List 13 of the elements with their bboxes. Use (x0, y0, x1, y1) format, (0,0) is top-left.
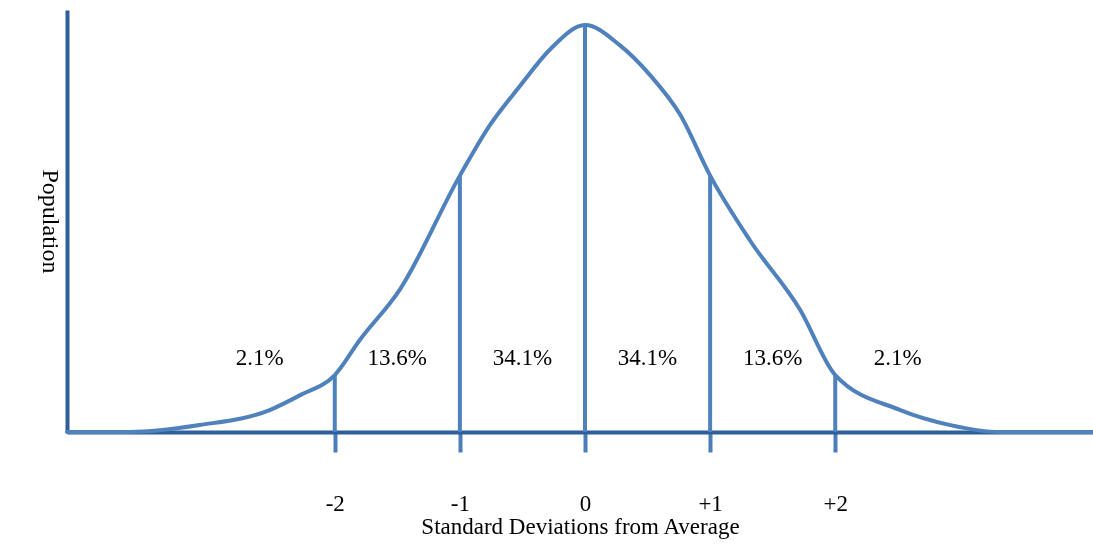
y-axis-title: Population (37, 169, 64, 274)
annotation: 34.1% (492, 345, 553, 370)
x-tick-label: -2 (325, 490, 345, 516)
annotation: 2.1% (873, 345, 922, 370)
annotation: 2.1% (235, 345, 284, 370)
annotation: 13.6% (367, 345, 428, 370)
x-tick-label: +1 (698, 490, 723, 516)
x-tick-label: 0 (579, 490, 592, 516)
x-tick-label: +2 (823, 490, 848, 516)
annotation: 13.6% (742, 345, 803, 370)
annotation: 34.1% (617, 345, 678, 370)
x-axis-title: Standard Deviations from Average (421, 513, 740, 539)
x-tick-label: -1 (450, 490, 470, 516)
